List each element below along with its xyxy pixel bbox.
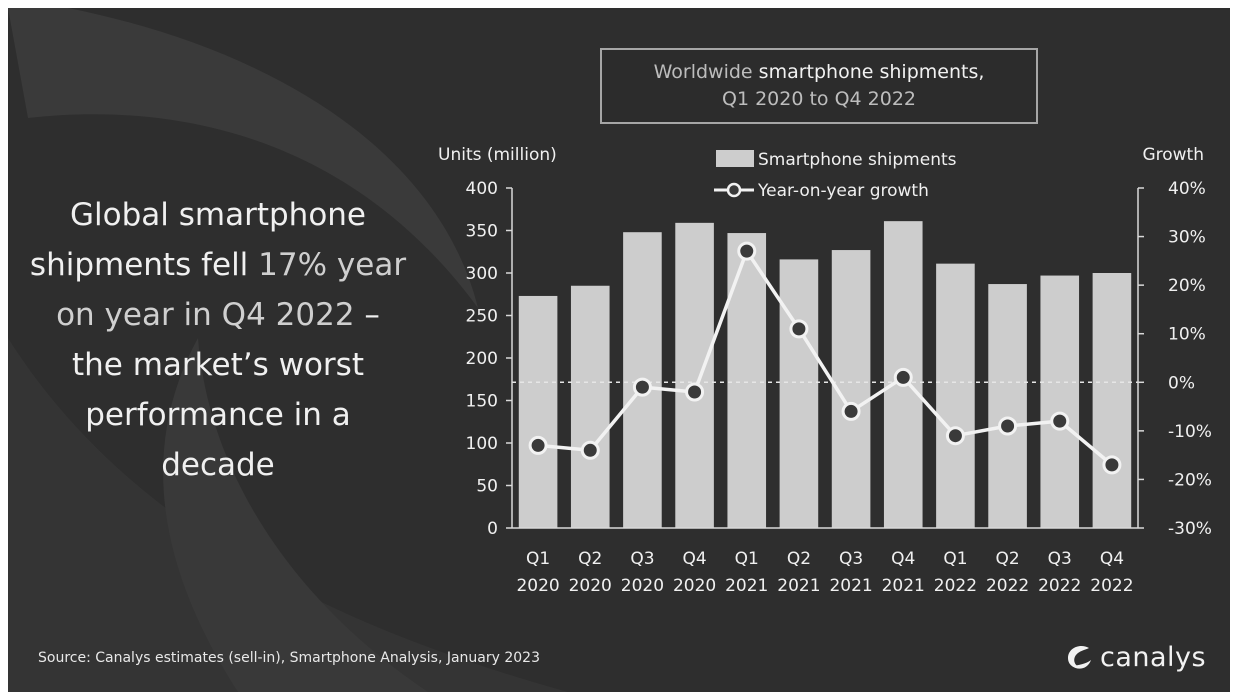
chart-title-box: Worldwide smartphone shipments, Q1 2020 … — [600, 48, 1038, 124]
x-tick-label-year: 2022 — [986, 576, 1029, 596]
growth-point-11 — [1050, 411, 1070, 431]
right-tick-label: 10% — [1168, 325, 1206, 345]
x-tick-label-year: 2020 — [621, 576, 664, 596]
left-tick-label: 200 — [466, 349, 498, 369]
slide-background: Global smartphone shipments fell 17% yea… — [8, 8, 1230, 692]
legend-bar-label: Smartphone shipments — [758, 150, 957, 170]
headline-highlight: 17% year on year in Q4 2022 — [56, 247, 407, 333]
x-tick-label-year: 2020 — [569, 576, 612, 596]
x-tick-label-quarter: Q3 — [1048, 549, 1072, 569]
bar-10 — [988, 284, 1027, 528]
growth-point-5 — [737, 241, 757, 261]
chart-title-strong: smartphone shipments, — [758, 61, 985, 83]
right-tick-label: -30% — [1168, 519, 1212, 539]
x-tick-label-year: 2021 — [725, 576, 768, 596]
right-tick-label: 40% — [1168, 179, 1206, 199]
growth-point-7 — [841, 401, 861, 421]
bar-1 — [518, 295, 558, 528]
brand-name: canalys — [1100, 641, 1207, 673]
canalys-swirl-icon — [1068, 646, 1091, 669]
right-tick-label: 20% — [1168, 276, 1206, 296]
headline-text: Global smartphone shipments fell — [29, 197, 366, 283]
right-tick-label: 30% — [1168, 228, 1206, 248]
legend-line-marker — [726, 182, 742, 198]
left-tick-label: 0 — [487, 519, 498, 539]
left-tick-label: 100 — [466, 434, 498, 454]
legend-line-label: Year-on-year growth — [757, 181, 929, 201]
left-tick-label: 150 — [466, 392, 498, 412]
x-tick-label-quarter: Q1 — [526, 549, 550, 569]
combo-chart: 0 50 100 150 200 250 300 350 400 -30% -20% -10% 0% 10… — [438, 145, 1212, 596]
chart-title-line2: Q1 2020 to Q4 2022 — [721, 88, 917, 110]
headline-text-end: – the market’s worst performance in a de… — [72, 297, 380, 483]
right-tick-label: -10% — [1168, 422, 1212, 442]
bar-5 — [727, 233, 767, 529]
x-tick-label-year: 2021 — [829, 576, 872, 596]
left-tick-label: 300 — [466, 264, 498, 284]
x-tick-label-quarter: Q1 — [735, 549, 759, 569]
growth-point-8 — [893, 367, 913, 387]
chart-title-light: Worldwide — [653, 61, 759, 83]
chart-title-line1: Worldwide smartphone shipments, — [602, 59, 1036, 86]
background-swoosh — [8, 8, 568, 692]
right-axis-title: Growth — [1142, 145, 1204, 165]
bar-11 — [1040, 275, 1080, 528]
x-tick-label-quarter: Q4 — [682, 549, 706, 569]
x-tick-label-quarter: Q2 — [995, 549, 1019, 569]
right-tick-label: 0% — [1168, 373, 1195, 393]
x-tick-label-year: 2021 — [882, 576, 925, 596]
x-tick-label-year: 2022 — [1038, 576, 1081, 596]
growth-point-4 — [685, 382, 705, 402]
x-tick-label-quarter: Q2 — [787, 549, 811, 569]
bar-2 — [570, 285, 610, 528]
legend-bar-swatch — [716, 150, 754, 167]
growth-point-6 — [789, 319, 809, 339]
growth-point-12 — [1102, 455, 1122, 475]
bar-12 — [1092, 273, 1132, 528]
growth-point-1 — [528, 435, 548, 455]
left-axis-title: Units (million) — [438, 145, 557, 165]
x-tick-label-quarter: Q2 — [578, 549, 602, 569]
bar-9 — [936, 263, 975, 528]
x-tick-label-year: 2020 — [673, 576, 716, 596]
x-tick-label-quarter: Q3 — [630, 549, 654, 569]
left-tick-label: 350 — [466, 222, 498, 242]
left-tick-label: 400 — [466, 179, 498, 199]
growth-point-9 — [945, 426, 965, 446]
growth-point-2 — [580, 440, 600, 460]
right-tick-label: -20% — [1168, 470, 1212, 490]
bar-6 — [779, 259, 819, 528]
x-tick-label-year: 2020 — [516, 576, 559, 596]
left-tick-label: 50 — [476, 477, 498, 497]
x-tick-label-quarter: Q4 — [891, 549, 915, 569]
growth-point-10 — [998, 416, 1018, 436]
brand-logo: canalys — [1064, 639, 1206, 675]
x-tick-label-year: 2022 — [1090, 576, 1133, 596]
x-tick-label-quarter: Q1 — [943, 549, 967, 569]
source-note: Source: Canalys estimates (sell-in), Sma… — [38, 650, 540, 666]
x-tick-label-year: 2021 — [777, 576, 820, 596]
x-tick-label-year: 2022 — [934, 576, 977, 596]
bar-4 — [675, 222, 714, 528]
x-tick-label-quarter: Q4 — [1100, 549, 1124, 569]
headline: Global smartphone shipments fell 17% yea… — [28, 190, 408, 490]
x-tick-label-quarter: Q3 — [839, 549, 863, 569]
left-tick-label: 250 — [466, 307, 498, 327]
growth-point-3 — [632, 377, 652, 397]
